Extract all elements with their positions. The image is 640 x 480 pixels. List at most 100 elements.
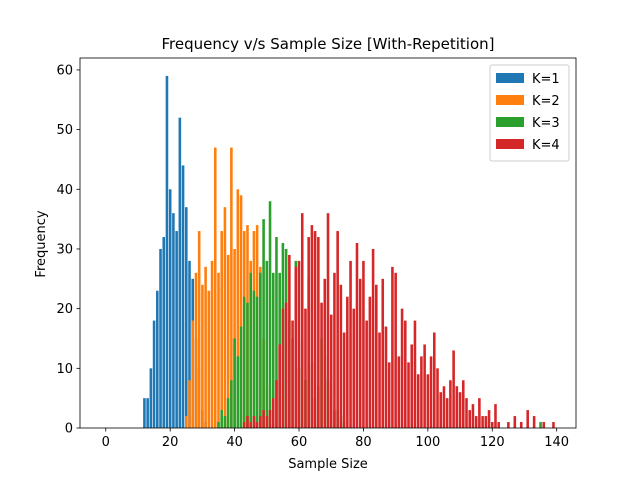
bar [436, 368, 439, 428]
bar [259, 416, 262, 428]
bar [342, 332, 346, 428]
x-tick-label: 20 [162, 435, 179, 450]
bar [429, 356, 433, 428]
bar [532, 416, 536, 428]
series-K=1 [143, 75, 207, 429]
bar [236, 189, 240, 428]
bar [185, 416, 188, 428]
bar [371, 248, 375, 428]
bar [165, 75, 169, 429]
bar [452, 350, 455, 428]
bar [201, 284, 204, 428]
y-tick-label: 0 [65, 422, 73, 437]
bar [207, 290, 211, 428]
bar [433, 332, 436, 428]
series-K=2 [185, 147, 269, 428]
bar [246, 302, 249, 428]
legend: K=1 K=2 K=3 K=4 [489, 64, 570, 162]
bar [426, 374, 430, 428]
bar [159, 248, 162, 428]
bar [284, 302, 288, 428]
bar [210, 260, 214, 428]
bar [310, 225, 314, 428]
x-tick-label: 0 [102, 435, 110, 450]
x-tick-label: 140 [544, 435, 569, 450]
bar [239, 326, 243, 428]
bar [478, 398, 481, 428]
bar [156, 290, 159, 428]
bar [539, 422, 542, 428]
bar [397, 356, 401, 428]
y-tick-label: 60 [56, 63, 73, 78]
chart-title: Frequency v/s Sample Size [With-Repetiti… [161, 35, 494, 53]
axes-frame [79, 57, 577, 429]
bar [220, 231, 224, 428]
bar [223, 207, 227, 428]
bar [355, 243, 359, 428]
legend-label: K=2 [532, 94, 560, 109]
bar [146, 398, 149, 428]
bar [490, 422, 494, 428]
bar [230, 380, 233, 428]
bar [278, 344, 281, 428]
bar [384, 326, 388, 428]
bar [468, 410, 472, 428]
y-tick-label: 20 [56, 302, 73, 317]
x-tick-label: 120 [480, 435, 505, 450]
bar [239, 195, 243, 428]
bar [410, 344, 414, 428]
bar [439, 392, 443, 428]
bar [271, 272, 275, 428]
bar [455, 386, 459, 428]
bar [542, 422, 546, 428]
bar [307, 237, 310, 428]
bar [252, 416, 256, 428]
bar [275, 237, 278, 428]
bar [294, 266, 298, 428]
bar [375, 284, 378, 428]
bar [252, 290, 256, 428]
bar [333, 272, 336, 428]
bar [381, 278, 385, 428]
bar [297, 260, 301, 428]
y-tick-label: 30 [56, 242, 73, 257]
x-tick-label: 40 [226, 435, 243, 450]
plot-area [143, 75, 555, 429]
bar [526, 410, 529, 428]
bar [191, 320, 195, 428]
bar [178, 117, 182, 429]
bar [404, 320, 407, 428]
bar [358, 278, 362, 428]
bar [271, 398, 275, 428]
bar [304, 308, 307, 428]
bar [458, 392, 462, 428]
bar [197, 231, 201, 428]
bar [300, 213, 304, 428]
bar [391, 266, 394, 428]
legend-swatch [496, 139, 524, 149]
bar [188, 380, 191, 428]
x-tick-label: 60 [291, 435, 308, 450]
bar [336, 231, 339, 428]
bar [262, 219, 265, 428]
bar [149, 368, 153, 428]
bar [181, 165, 185, 429]
bar [259, 272, 262, 428]
bar [445, 398, 449, 428]
bar [288, 254, 291, 428]
bar [175, 231, 178, 428]
bar [262, 410, 265, 428]
bar [423, 344, 426, 428]
bar [152, 320, 156, 428]
bar [313, 231, 317, 428]
series-K=4 [242, 213, 555, 428]
bar [168, 189, 172, 428]
bar [275, 380, 278, 428]
bar [474, 416, 478, 428]
legend-label: K=3 [532, 116, 560, 131]
bar [204, 266, 207, 428]
bar [230, 147, 233, 428]
bar [281, 308, 285, 428]
